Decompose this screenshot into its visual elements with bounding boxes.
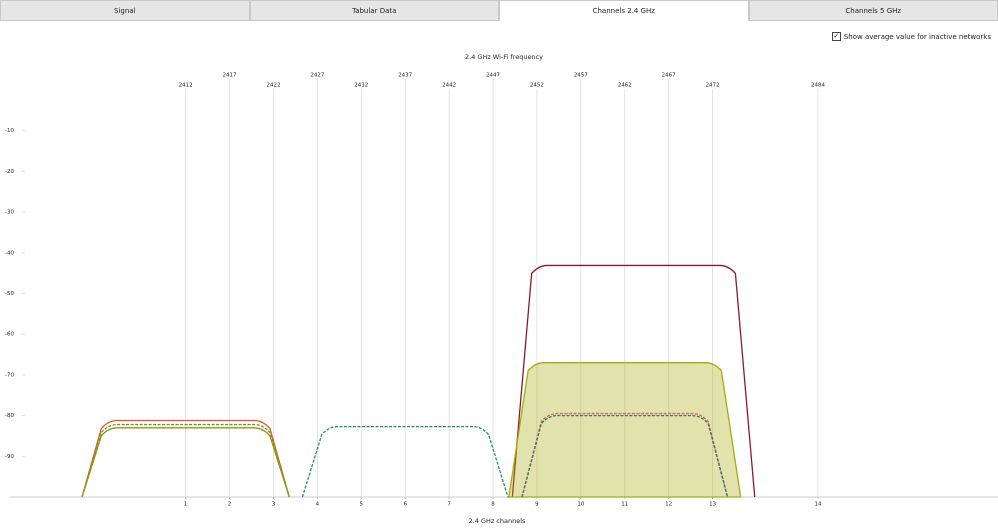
y-tick-label: -20: [5, 169, 14, 175]
y-tick-label: -80: [5, 413, 14, 419]
tab[interactable]: Channels 2.4 GHz: [499, 0, 749, 21]
top-tick-label: 2447: [486, 73, 500, 79]
network-curve: [301, 425, 509, 498]
x-tick-label: 10: [577, 502, 584, 508]
checkbox-label: Show average value for inactive networks: [843, 32, 991, 41]
top-tick-label: 2442: [442, 83, 456, 89]
x-tick-label: 14: [814, 502, 821, 508]
top-tick-label: 2427: [310, 73, 324, 79]
top-tick-label: 2457: [574, 73, 588, 79]
tab[interactable]: Channels 5 GHz: [748, 0, 998, 21]
top-tick-label: 2452: [530, 83, 544, 89]
x-tick-label: 5: [360, 502, 364, 508]
top-tick-label: 2432: [354, 83, 368, 89]
x-tick-label: 2: [228, 502, 232, 508]
x-axis-title: 2.4 GHz channels: [469, 517, 527, 525]
x-tick-label: 8: [491, 502, 495, 508]
chart-title: 2.4 GHz Wi-Fi frequency: [465, 53, 543, 61]
x-tick-label: 9: [535, 502, 539, 508]
x-tick-label: 6: [403, 502, 407, 508]
y-tick-label: -60: [5, 332, 14, 338]
network-curve: [511, 264, 756, 498]
x-tick-label: 1: [184, 502, 188, 508]
tab-bar: Signal Tabular Data Channels 2.4 GHz Channe…: [0, 0, 998, 22]
network-curve: [81, 427, 290, 498]
checkbox-box[interactable]: ✓: [831, 32, 841, 41]
top-tick-label: 2412: [179, 83, 193, 89]
top-tick-label: 2462: [618, 83, 632, 89]
top-tick-label: 2467: [662, 73, 676, 79]
x-tick-label: 3: [272, 502, 276, 508]
y-tick-label: -30: [5, 210, 14, 216]
y-tick-label: -10: [5, 128, 14, 134]
x-tick-label: 4: [316, 502, 320, 508]
tab[interactable]: Signal: [0, 0, 250, 21]
network-curve: [521, 412, 729, 498]
x-tick-label: 7: [447, 502, 451, 508]
top-tick-label: 2484: [811, 83, 825, 89]
x-tick-label: 12: [665, 502, 672, 508]
y-tick-label: -40: [5, 250, 14, 256]
y-tick-label: -70: [5, 372, 14, 378]
network-curve: [521, 414, 729, 498]
top-tick-label: 2472: [706, 83, 720, 89]
y-tick-label: -90: [5, 454, 14, 460]
top-tick-label: 2422: [266, 83, 280, 89]
checkbox[interactable]: ✓ Show average value for inactive network…: [831, 32, 991, 41]
top-tick-label: 2437: [398, 73, 412, 79]
y-tick-label: -50: [5, 291, 14, 297]
x-tick-label: 11: [621, 502, 628, 508]
network-curve: [81, 423, 290, 498]
top-tick-label: 2417: [223, 73, 237, 79]
network-curve: [508, 362, 742, 498]
tab[interactable]: Tabular Data: [249, 0, 499, 21]
network-curve: [81, 419, 290, 498]
x-tick-label: 13: [709, 502, 716, 508]
